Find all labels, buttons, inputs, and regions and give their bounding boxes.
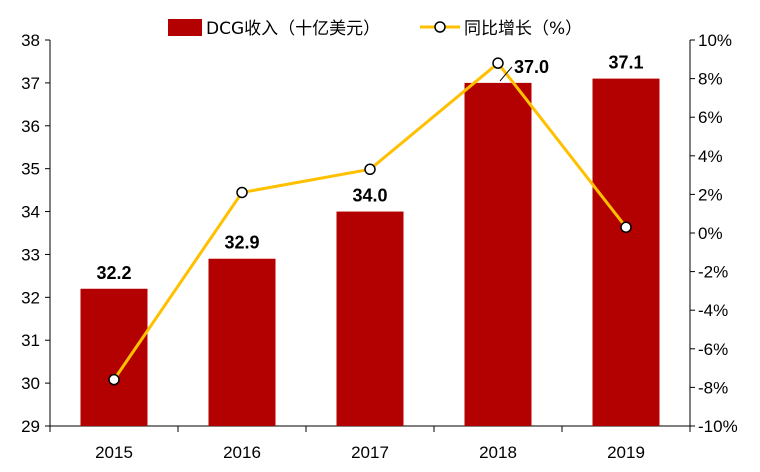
right-tick-label: -6% bbox=[698, 340, 728, 359]
bar-data-label: 32.2 bbox=[96, 263, 131, 283]
bar-data-label: 34.0 bbox=[352, 186, 387, 206]
bar-series bbox=[80, 78, 660, 426]
bar bbox=[208, 258, 276, 426]
right-tick-label: 8% bbox=[698, 70, 723, 89]
growth-point bbox=[620, 221, 632, 233]
legend-swatch-revenue bbox=[168, 19, 202, 36]
line-series bbox=[108, 57, 632, 386]
right-tick-label: 6% bbox=[698, 108, 723, 127]
data-label-leader bbox=[499, 66, 513, 82]
right-tick-label: -4% bbox=[698, 301, 728, 320]
growth-point bbox=[108, 373, 120, 386]
legend: DCG收入（十亿美元） 同比增长（%） bbox=[168, 19, 582, 39]
left-tick-label: 32 bbox=[21, 288, 40, 307]
bar bbox=[80, 288, 148, 426]
bar-data-label: 37.1 bbox=[608, 53, 643, 73]
right-tick-label: -10% bbox=[698, 417, 738, 436]
growth-point bbox=[492, 57, 504, 69]
right-tick-label: -2% bbox=[698, 263, 728, 282]
bar-data-label: 32.9 bbox=[224, 233, 259, 253]
x-tick-label: 2015 bbox=[95, 443, 133, 462]
bar bbox=[592, 78, 660, 426]
left-tick-label: 30 bbox=[21, 374, 40, 393]
legend-label-growth: 同比增长（%） bbox=[464, 19, 582, 39]
left-tick-label: 33 bbox=[21, 245, 40, 264]
x-tick-label: 2016 bbox=[223, 443, 261, 462]
x-tick-label: 2017 bbox=[351, 443, 389, 462]
data-labels: 32.2 32.9 34.0 37.0 37.1 bbox=[96, 53, 643, 283]
bar bbox=[464, 82, 532, 426]
axes: 29 30 31 32 33 34 35 36 37 38 -10% -8% -6% -4% -2% 0% 2%… bbox=[21, 31, 738, 462]
left-tick-label: 38 bbox=[21, 31, 40, 50]
legend-swatch-growth-marker bbox=[434, 21, 446, 33]
left-tick-label: 37 bbox=[21, 74, 40, 93]
left-tick-label: 36 bbox=[21, 117, 40, 136]
x-tick-label: 2019 bbox=[607, 443, 645, 462]
x-tick-label: 2018 bbox=[479, 443, 517, 462]
right-tick-label: 4% bbox=[698, 147, 723, 166]
bar bbox=[336, 211, 404, 426]
left-tick-label: 35 bbox=[21, 160, 40, 179]
right-tick-label: 10% bbox=[698, 31, 732, 50]
left-tick-label: 31 bbox=[21, 331, 40, 350]
right-tick-label: 2% bbox=[698, 185, 723, 204]
growth-point bbox=[236, 186, 248, 199]
right-tick-label: -8% bbox=[698, 378, 728, 397]
left-tick-label: 29 bbox=[21, 417, 40, 436]
legend-label-revenue: DCG收入（十亿美元） bbox=[206, 19, 380, 39]
growth-point bbox=[364, 163, 376, 176]
bar-data-label: 37.0 bbox=[514, 57, 549, 77]
left-tick-label: 34 bbox=[21, 203, 40, 222]
right-tick-label: 0% bbox=[698, 224, 723, 243]
